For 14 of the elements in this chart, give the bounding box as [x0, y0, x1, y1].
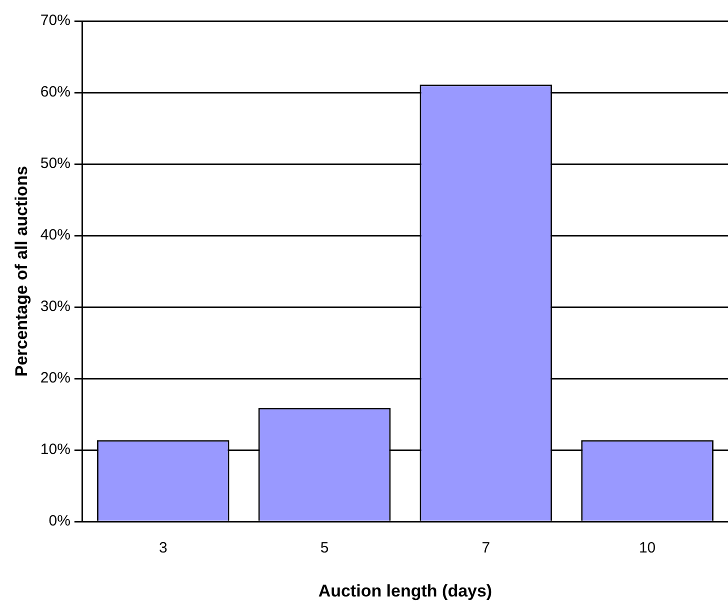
x-tick-label: 10 — [638, 540, 656, 557]
x-tick-label: 5 — [320, 540, 329, 557]
y-tick-label: 60% — [40, 84, 70, 101]
x-axis-title: Auction length (days) — [318, 581, 492, 600]
y-tick-label: 50% — [40, 155, 70, 172]
y-axis-title: Percentage of all auctions — [12, 166, 31, 377]
x-tick-label: 3 — [158, 540, 168, 557]
y-tick-label: 30% — [40, 298, 70, 316]
y-tick-label: 40% — [40, 226, 70, 244]
y-tick-label: 70% — [40, 12, 70, 30]
y-tick-label: 20% — [40, 370, 70, 387]
y-tick-label: 0% — [48, 512, 70, 530]
y-tick-label: 10% — [40, 441, 70, 458]
x-tick-label: 7 — [482, 540, 490, 557]
